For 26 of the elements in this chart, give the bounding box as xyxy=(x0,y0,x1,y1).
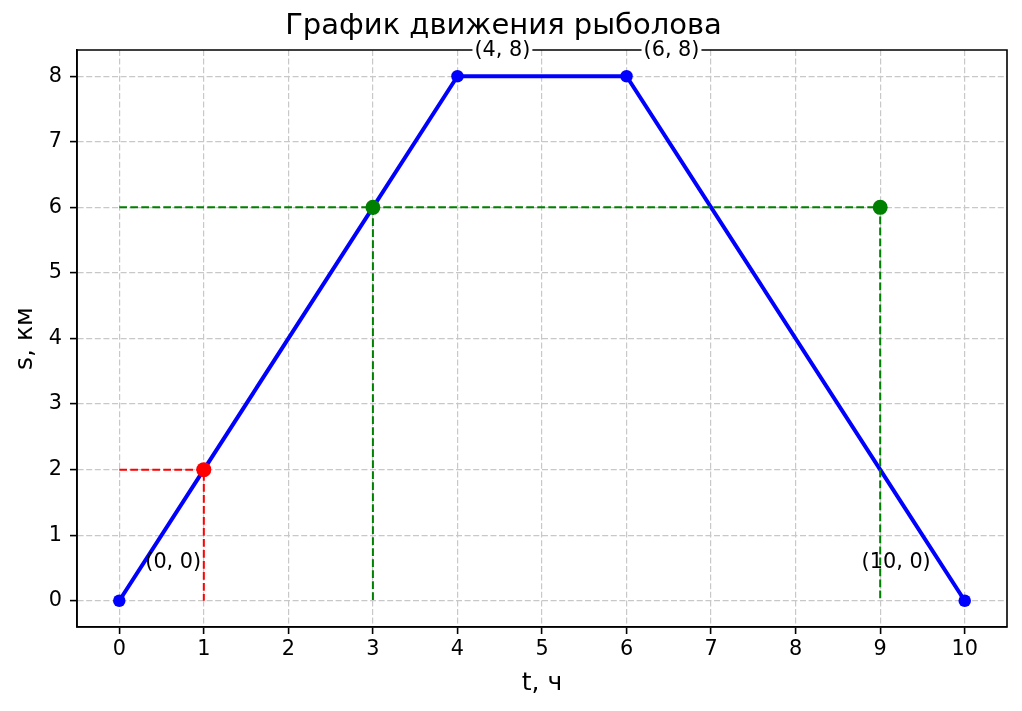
y-tick-label: 4 xyxy=(48,324,62,349)
x-tick-label: 3 xyxy=(366,635,380,660)
annotation: (6, 8) xyxy=(643,37,700,62)
x-tick-label: 7 xyxy=(704,635,718,660)
x-tick-label: 6 xyxy=(619,635,634,660)
x-tick-label: 4 xyxy=(450,635,465,660)
x-tick-label: 5 xyxy=(535,635,549,660)
y-axis-title: s, км xyxy=(8,307,38,370)
y-tick-label: 8 xyxy=(48,62,62,87)
y-tick-label: 6 xyxy=(48,193,62,218)
y-tick-label: 2 xyxy=(48,456,62,481)
annotation: (0, 0) xyxy=(145,548,202,573)
annotation: (10, 0) xyxy=(861,548,931,573)
y-tick-label: 0 xyxy=(48,587,62,612)
x-axis-title: t, ч xyxy=(521,666,563,696)
y-tick-label: 5 xyxy=(48,259,62,284)
y-tick-label: 1 xyxy=(48,521,62,546)
x-tick-label: 9 xyxy=(873,635,887,660)
x-tick-label: 10 xyxy=(951,635,978,660)
x-tick-label: 1 xyxy=(197,635,211,660)
y-tick-label: 7 xyxy=(48,128,62,153)
y-tick-label: 3 xyxy=(48,390,62,415)
x-tick-label: 8 xyxy=(789,635,803,660)
x-tick-label: 2 xyxy=(281,635,295,660)
x-tick-label: 0 xyxy=(112,635,126,660)
annotation: (4, 8) xyxy=(474,37,531,62)
